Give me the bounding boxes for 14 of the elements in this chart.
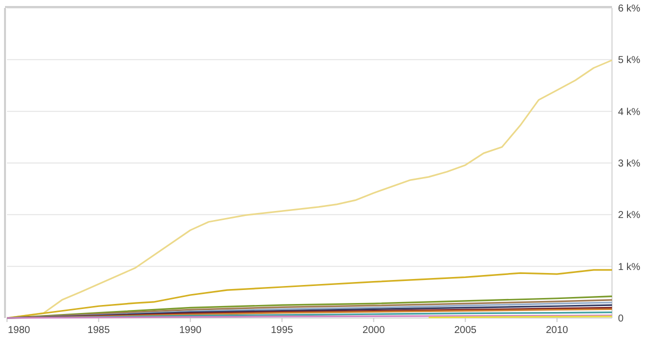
y-tick-label: 2 k%	[618, 210, 640, 222]
x-tick-label: 1980	[8, 325, 31, 336]
x-tick-label: 2005	[454, 325, 477, 336]
x-tick-label: 2010	[546, 325, 569, 336]
x-tick-label: 1985	[88, 325, 110, 336]
y-tick-label: 6 k%	[618, 4, 640, 14]
y-tick-label: 5 k%	[618, 55, 640, 66]
x-tick-label: 2000	[362, 325, 386, 336]
y-tick-label: 3 k%	[618, 158, 640, 170]
x-tick-label: 1990	[179, 325, 202, 336]
y-tick-label: 1 k%	[618, 262, 640, 273]
y-tick-label: 4 k%	[618, 106, 640, 118]
y-tick-label: 0	[618, 314, 624, 324]
x-tick-label: 1995	[270, 325, 294, 336]
